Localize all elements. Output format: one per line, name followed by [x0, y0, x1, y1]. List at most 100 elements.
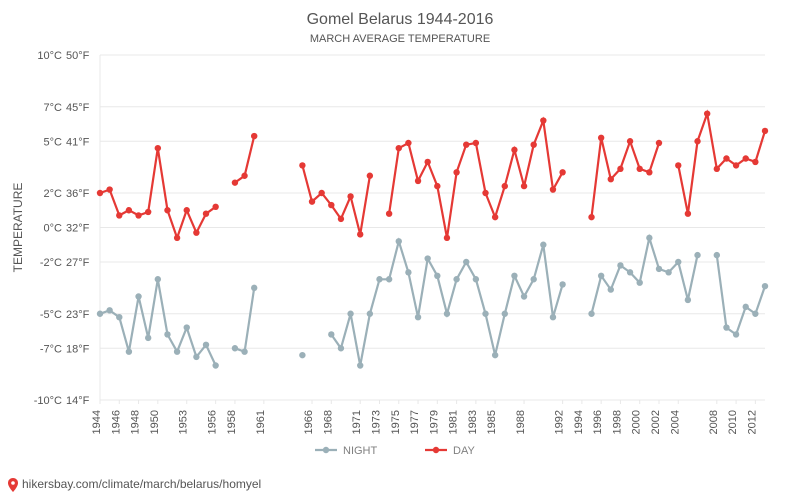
x-tick-label: 1994 [573, 410, 585, 434]
series-day-marker [617, 166, 623, 172]
series-day-marker [135, 212, 141, 218]
series-night-marker [588, 311, 594, 317]
series-night-marker [232, 345, 238, 351]
series-day-marker [367, 173, 373, 179]
y-tick-label-f: 18°F [66, 343, 90, 355]
series-night-marker [492, 352, 498, 358]
series-day-marker [357, 231, 363, 237]
series-night-marker [511, 273, 517, 279]
series-night-marker [164, 331, 170, 337]
x-tick-label: 1992 [554, 410, 566, 434]
series-day-marker [473, 140, 479, 146]
x-tick-label: 1953 [178, 410, 190, 434]
series-day-marker [637, 166, 643, 172]
series-night-marker [367, 311, 373, 317]
series-day-line [389, 121, 562, 238]
series-day-marker [511, 147, 517, 153]
series-day-marker [328, 202, 334, 208]
series-day-marker [155, 145, 161, 151]
series-day-marker [550, 186, 556, 192]
y-tick-label-f: 14°F [66, 395, 90, 407]
series-day-marker [752, 159, 758, 165]
series-night-marker [106, 307, 112, 313]
series-day-marker [463, 142, 469, 148]
series-night-marker [752, 311, 758, 317]
series-night-marker [453, 276, 459, 282]
series-day-marker [97, 190, 103, 196]
series-night-marker [386, 276, 392, 282]
series-night-line [331, 241, 562, 365]
series-day-marker [733, 162, 739, 168]
y-tick-label-c: 7°C [44, 102, 63, 114]
y-tick-label-c: -10°C [34, 395, 62, 407]
x-tick-label: 1996 [592, 410, 604, 434]
series-day-marker [482, 190, 488, 196]
series-night-marker [714, 252, 720, 258]
series-night-marker [97, 311, 103, 317]
series-night-marker [212, 362, 218, 368]
series-night-line [100, 279, 216, 365]
series-day [97, 110, 768, 241]
series-night-marker [685, 297, 691, 303]
series-day-marker [318, 190, 324, 196]
series-night-marker [502, 311, 508, 317]
y-tick-label-f: 45°F [66, 102, 90, 114]
series-day-marker [338, 216, 344, 222]
series-day-marker [646, 169, 652, 175]
y-tick-label-f: 41°F [66, 136, 90, 148]
series-day-marker [174, 235, 180, 241]
series-night-marker [241, 349, 247, 355]
series-night-marker [540, 242, 546, 248]
series-night-marker [155, 276, 161, 282]
x-tick-label: 2002 [650, 410, 662, 434]
series-night-marker [762, 283, 768, 289]
series-day-marker [396, 145, 402, 151]
x-tick-label: 1979 [428, 410, 440, 434]
series-night-marker [743, 304, 749, 310]
series-day-marker [126, 207, 132, 213]
series-night-marker [357, 362, 363, 368]
series-night-marker [376, 276, 382, 282]
series-day-marker [675, 162, 681, 168]
legend-label: NIGHT [343, 445, 378, 457]
series-night-marker [145, 335, 151, 341]
series-night-marker [723, 324, 729, 330]
y-tick-label-f: 50°F [66, 50, 90, 62]
source-url: hikersbay.com/climate/march/belarus/homy… [22, 477, 261, 491]
series-night-marker [396, 238, 402, 244]
legend-marker-icon [323, 447, 329, 453]
x-tick-label: 1966 [303, 410, 315, 434]
series-day-marker [232, 179, 238, 185]
series-night-marker [116, 314, 122, 320]
series-night-marker [559, 281, 565, 287]
series-night-marker [328, 331, 334, 337]
series-night-marker [627, 269, 633, 275]
y-tick-label-c: 5°C [44, 136, 63, 148]
x-tick-label: 1988 [515, 410, 527, 434]
series-night-line [592, 238, 698, 314]
series-night-marker [174, 349, 180, 355]
x-tick-label: 1983 [467, 410, 479, 434]
series-night-marker [444, 311, 450, 317]
series-day-marker [193, 229, 199, 235]
series-day-marker [502, 183, 508, 189]
series-day-marker [347, 193, 353, 199]
series-night-marker [135, 293, 141, 299]
map-pin-icon [8, 478, 18, 492]
x-tick-label: 1977 [409, 410, 421, 434]
x-tick-label: 1946 [110, 410, 122, 434]
series-day-marker [386, 211, 392, 217]
series-day-line [592, 138, 660, 217]
x-tick-label: 2012 [746, 410, 758, 434]
series-day-marker [241, 173, 247, 179]
series-day-marker [106, 186, 112, 192]
source-footer: hikersbay.com/climate/march/belarus/homy… [8, 477, 261, 492]
series-day-marker [559, 169, 565, 175]
x-tick-label: 1985 [486, 410, 498, 434]
series-day-marker [164, 207, 170, 213]
series-day-marker [299, 162, 305, 168]
x-tick-label: 1950 [149, 410, 161, 434]
series-night-marker [347, 311, 353, 317]
series-day-marker [444, 235, 450, 241]
series-day-marker [598, 135, 604, 141]
